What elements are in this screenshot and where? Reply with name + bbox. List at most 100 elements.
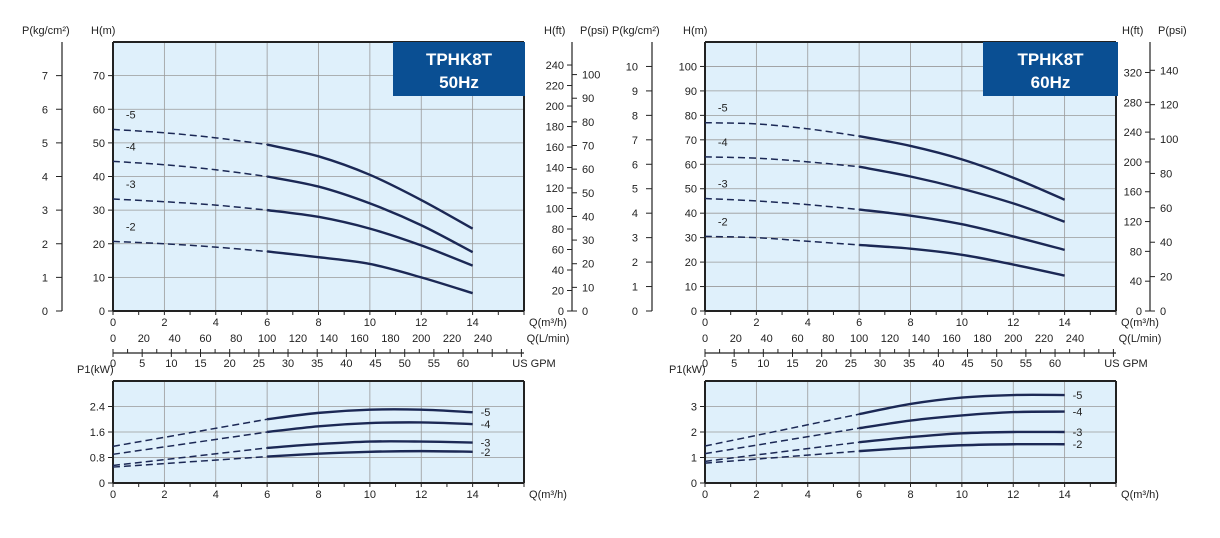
curve-dashed-stage3 (704, 441, 860, 463)
series-label: -3 (126, 179, 136, 191)
y-tick-label: 20 (93, 239, 105, 251)
x-tick-label: 10 (956, 317, 968, 329)
x-tick-label: 8 (907, 489, 913, 501)
curve-solid-stage2 (267, 449, 473, 458)
curve-solid-stage5 (266, 143, 474, 230)
lmin-tick-label: 220 (1035, 333, 1053, 345)
psi-tick-label: 40 (1160, 237, 1172, 249)
y-axis-label: P1(kW) (669, 364, 706, 376)
kgcm2-axis-label: P(kg/cm²) (612, 25, 660, 37)
lmin-tick-label: 140 (320, 333, 338, 345)
kgcm2-tick-label: 2 (42, 239, 48, 251)
ft-tick-label: 120 (546, 183, 564, 195)
psi-tick-label: 90 (582, 93, 594, 105)
ft-tick-label: 40 (552, 265, 564, 277)
series-label: -5 (126, 109, 136, 121)
gpm-tick-label: 20 (224, 358, 236, 370)
y-tick-label: 0 (99, 306, 105, 318)
curve-dashed-stage3 (112, 447, 268, 467)
curve-solid-stage2 (266, 250, 473, 295)
lmin-tick-label: 100 (258, 333, 276, 345)
curve-dashed-stage4 (704, 156, 860, 168)
curve-solid-stage4 (858, 165, 1066, 223)
x-tick-label: 2 (753, 489, 759, 501)
psi-tick-label: 70 (582, 141, 594, 153)
kgcm2-tick-label: 5 (42, 138, 48, 150)
ft-tick-label: 160 (1124, 187, 1142, 199)
gpm-tick-label: 60 (1049, 358, 1061, 370)
kgcm2-tick-label: 8 (632, 110, 638, 122)
x-tick-label: 8 (907, 317, 913, 329)
lmin-tick-label: 0 (110, 333, 116, 345)
model-name: TPHK8T (426, 50, 493, 69)
ft-tick-label: 60 (552, 245, 564, 257)
gpm-tick-label: 55 (1020, 358, 1032, 370)
gpm-tick-label: 35 (311, 358, 323, 370)
y-tick-label: 50 (685, 184, 697, 196)
lmin-tick-label: 20 (138, 333, 150, 345)
kgcm2-tick-label: 7 (632, 135, 638, 147)
gpm-tick-label: 15 (194, 358, 206, 370)
curve-solid-stage2 (859, 442, 1065, 453)
lmin-tick-label: 240 (1066, 333, 1084, 345)
curve-dashed-stage2 (112, 455, 268, 468)
x-tick-label: 12 (415, 489, 427, 501)
curve-dashed-stage5 (112, 418, 268, 448)
psi-tick-label: 80 (582, 117, 594, 129)
kgcm2-tick-label: 10 (626, 61, 638, 73)
curve-dashed-stage3 (112, 198, 268, 211)
curve-solid-stage4 (266, 175, 474, 254)
model-title-box (393, 42, 525, 96)
gpm-tick-label: 10 (757, 358, 769, 370)
lmin-tick-label: 160 (350, 333, 368, 345)
x-tick-label: 10 (956, 489, 968, 501)
curve-solid-stage4 (858, 410, 1065, 430)
ft-tick-label: 140 (546, 163, 564, 175)
curve-solid-stage5 (858, 134, 1066, 201)
x-tick-label: 12 (1007, 317, 1019, 329)
y-axis-label: H(m) (91, 25, 115, 37)
series-label: -4 (481, 419, 491, 431)
lmin-tick-label: 80 (230, 333, 242, 345)
gpm-tick-label: 5 (139, 358, 145, 370)
ft-tick-label: 280 (1124, 97, 1142, 109)
x-tick-label: 10 (364, 317, 376, 329)
gpm-tick-label: 40 (340, 358, 352, 370)
ft-tick-label: 40 (1130, 276, 1142, 288)
y-tick-label: 20 (685, 257, 697, 269)
curve-solid-stage2 (859, 243, 1065, 277)
y-axis-label: P1(kW) (77, 364, 114, 376)
frequency-label: 60Hz (1031, 73, 1071, 92)
y-tick-label: 30 (685, 233, 697, 245)
series-label: -5 (1073, 390, 1083, 402)
gpm-tick-label: 45 (369, 358, 381, 370)
x-tick-label: 2 (161, 489, 167, 501)
ft-tick-label: 200 (546, 101, 564, 113)
x-tick-label: 8 (315, 489, 321, 501)
series-label: -5 (718, 103, 728, 115)
kgcm2-tick-label: 3 (42, 205, 48, 217)
psi-tick-label: 60 (582, 164, 594, 176)
x-axis-label: Q(m³/h) (1121, 489, 1159, 501)
curve-dashed-stage4 (112, 431, 268, 456)
series-label: -4 (718, 137, 728, 149)
kgcm2-tick-label: 2 (632, 257, 638, 269)
gpm-tick-label: 35 (903, 358, 915, 370)
lmin-tick-label: 200 (1004, 333, 1022, 345)
lmin-tick-label: 240 (474, 333, 492, 345)
lmin-tick-label: 120 (289, 333, 307, 345)
y-tick-label: 0.8 (90, 453, 105, 465)
ft-tick-label: 180 (546, 122, 564, 134)
kgcm2-tick-label: 4 (42, 172, 48, 184)
psi-tick-label: 10 (582, 282, 594, 294)
lmin-axis-label: Q(L/min) (527, 333, 570, 345)
lmin-tick-label: 20 (730, 333, 742, 345)
kgcm2-tick-label: 7 (42, 71, 48, 83)
y-tick-label: 1 (691, 453, 697, 465)
kgcm2-tick-label: 6 (42, 104, 48, 116)
x-tick-label: 2 (753, 317, 759, 329)
gpm-tick-label: 15 (786, 358, 798, 370)
model-title-box (983, 42, 1118, 96)
ft-tick-label: 240 (546, 60, 564, 72)
